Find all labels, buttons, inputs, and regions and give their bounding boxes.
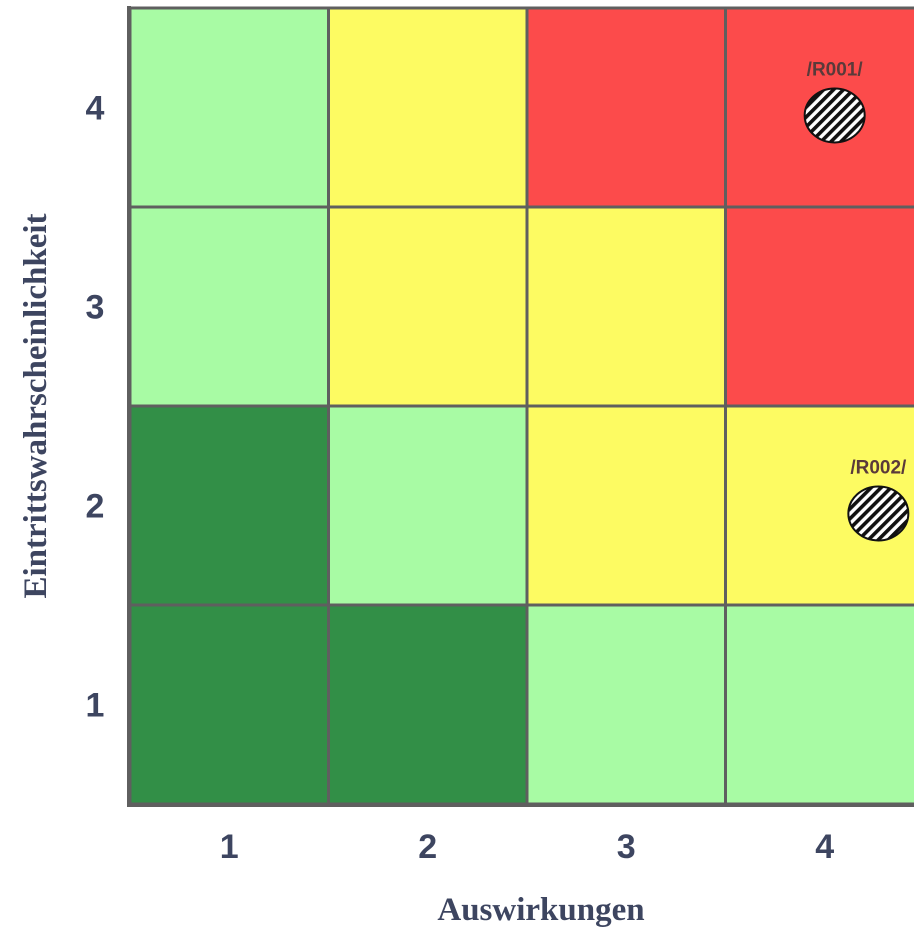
y-tick-labels: 1 2 3 4 [86,90,105,725]
matrix-cell-2-2 [327,404,529,607]
matrix-cell-2-4 [327,6,529,209]
x-tick-label: 3 [617,828,636,866]
risk-marker [847,485,910,542]
matrix-cell-3-3 [525,205,727,408]
matrix-cell-3-4 [525,6,727,209]
risk-marker [803,87,866,144]
axes [127,6,914,807]
matrix-cell-3-2 [525,404,727,607]
matrix-cell-1-1 [128,603,330,806]
x-tick-labels: 1 2 3 4 [220,828,835,866]
y-tick-label: 2 [86,488,105,526]
risk-markers: /R001/ /R002/ [803,59,910,542]
y-tick-label: 3 [86,289,105,327]
risk-label: /R002/ [850,457,907,478]
risk-label: /R001/ [807,59,864,80]
matrix-cell-4-3 [724,205,914,408]
matrix-cell-1-2 [128,404,330,607]
x-tick-label: 2 [418,828,437,866]
matrix-cell-2-1 [327,603,529,806]
y-tick-label: 4 [86,90,105,128]
matrix-cells [128,6,914,806]
x-axis-label: Auswirkungen [437,892,644,928]
x-tick-label: 4 [815,828,834,866]
matrix-cell-1-4 [128,6,330,209]
y-axis-label: Eintrittswahrscheinlichkeit [18,213,54,598]
matrix-cell-4-1 [724,603,914,806]
y-tick-label: 1 [86,687,105,725]
matrix-cell-3-1 [525,603,727,806]
matrix-cell-2-3 [327,205,529,408]
x-tick-label: 1 [220,828,239,866]
matrix-cell-1-3 [128,205,330,408]
